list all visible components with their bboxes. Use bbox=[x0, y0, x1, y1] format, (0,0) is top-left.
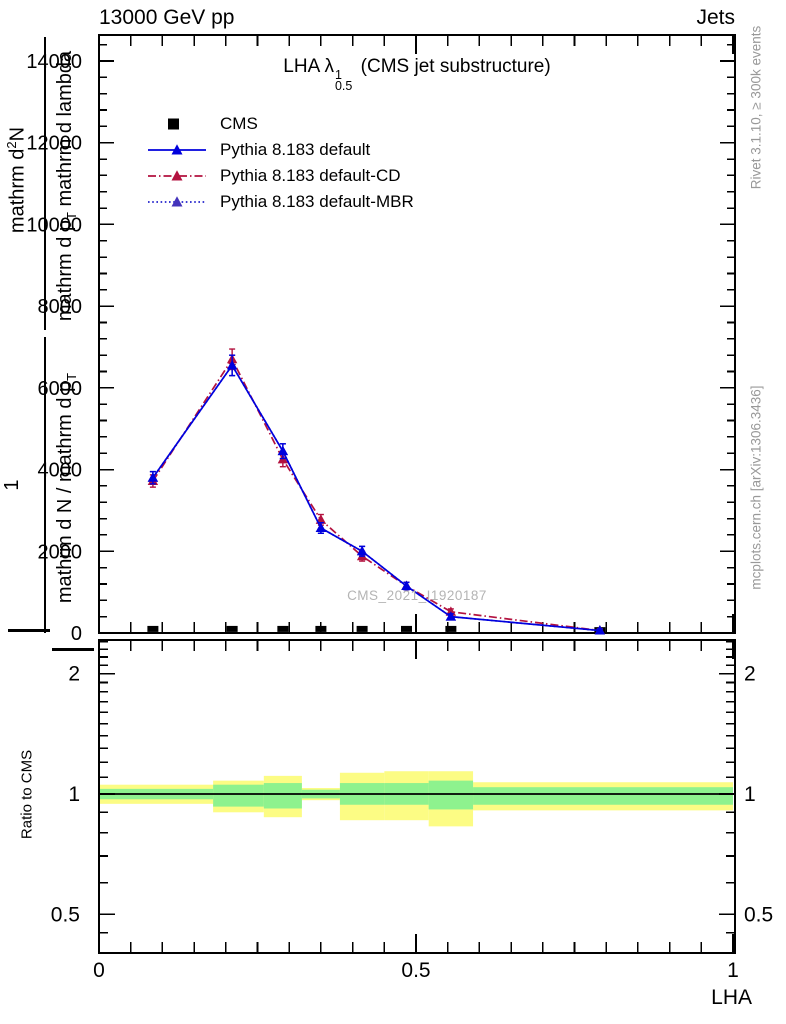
tick-label: 12000 bbox=[26, 133, 82, 155]
cms-data-marker bbox=[315, 625, 327, 632]
ylabel-fraction-bar-upper bbox=[44, 37, 46, 330]
tick-label: 8000 bbox=[38, 296, 83, 318]
main-y-axis: 0 2000 4000 6000 8000 10000 12000 14000 bbox=[26, 43, 734, 645]
tick-label: 2000 bbox=[38, 541, 83, 563]
y-axis-label-numerator-2: mathrm d2N bbox=[4, 100, 29, 260]
ylabel-fraction-bar-artifact-2 bbox=[52, 648, 94, 651]
triangle-marker bbox=[315, 522, 327, 532]
y-axis-label-denominator-2: mathrm d pT mathrm d lambda bbox=[54, 36, 79, 336]
ratio-bands bbox=[99, 771, 733, 827]
ratio-y-axis: 0.5 0.5 1 1 2 2 bbox=[51, 641, 773, 934]
ylabel-den1-text: mathrm d N / mathrm d p bbox=[54, 380, 76, 604]
triangle-marker bbox=[226, 359, 238, 370]
ylabel-num2-text: mathrm d bbox=[6, 148, 29, 234]
legend-label-default: Pythia 8.183 default bbox=[220, 140, 371, 159]
tick-label: 0.5 bbox=[401, 959, 430, 982]
tick-label: 0.5 bbox=[51, 903, 80, 926]
ylabel-num2-superscript: 2 bbox=[4, 141, 19, 149]
legend-item-cms: CMS bbox=[146, 111, 414, 137]
rivet-version-note: Rivet 3.1.10, ≥ 300k events bbox=[748, 25, 764, 190]
legend-item-default-cd: Pythia 8.183 default-CD bbox=[146, 163, 414, 189]
ylabel-den2-subscript: T bbox=[64, 212, 79, 220]
triangle-marker bbox=[277, 445, 289, 456]
header-row: 13000 GeV pp Jets bbox=[99, 6, 735, 30]
cms-data-marker bbox=[445, 625, 457, 632]
ratio-axis-label: Ratio to CMS bbox=[18, 749, 36, 840]
blue-triangle-line-icon bbox=[146, 140, 208, 160]
cms-data-marker bbox=[277, 625, 289, 632]
beam-energy-label: 13000 GeV pp bbox=[99, 6, 235, 29]
ylabel-den2-text2: mathrm d lambda bbox=[54, 50, 76, 213]
triangle-marker bbox=[356, 545, 368, 556]
ylabel-den2-text: mathrm d p bbox=[54, 219, 76, 322]
violet-triangle-dotted-icon bbox=[146, 192, 208, 212]
x-tick-labels: 0 0.5 1 bbox=[93, 959, 739, 982]
legend: CMS Pythia 8.183 default Pythia 8.183 de… bbox=[146, 111, 414, 215]
plot-title-supsub: 1 0.5 bbox=[334, 68, 353, 93]
tick-label: 0 bbox=[71, 623, 82, 645]
cms-data-marker bbox=[400, 625, 412, 632]
plot-title-sub: 0.5 bbox=[334, 79, 353, 93]
ratio-band-green bbox=[428, 780, 474, 810]
tick-label: 10000 bbox=[26, 214, 82, 236]
legend-label-default-mbr: Pythia 8.183 default-MBR bbox=[220, 192, 414, 211]
triangle-marker bbox=[147, 472, 159, 482]
tick-label: 1 bbox=[68, 783, 80, 806]
red-triangle-dashdot-icon bbox=[146, 166, 208, 186]
plot-title-sup: 1 bbox=[334, 68, 342, 82]
ylabel-fraction-bar-artifact-1 bbox=[8, 629, 50, 632]
tick-label: 1 bbox=[727, 959, 739, 982]
tick-label: 1 bbox=[744, 783, 756, 806]
cms-data-marker bbox=[226, 625, 238, 632]
mcplots-arxiv-note: mcplots.cern.ch [arXiv:1306.3436] bbox=[748, 385, 764, 590]
triangle-marker bbox=[401, 580, 412, 591]
cms-data-marker bbox=[147, 625, 159, 632]
ratio-band-green bbox=[213, 784, 264, 807]
tick-label: 14000 bbox=[26, 51, 82, 73]
plot-title-suffix: (CMS jet substructure) bbox=[360, 56, 551, 77]
series-pythia-8-183-default bbox=[147, 354, 606, 635]
triangle-marker bbox=[445, 611, 457, 621]
tick-label: 2 bbox=[744, 663, 756, 686]
tick-label: 0 bbox=[93, 959, 105, 982]
legend-item-default: Pythia 8.183 default bbox=[146, 137, 414, 163]
plot-title-prefix: LHA λ bbox=[283, 56, 334, 77]
y-axis-label-numerator-1: 1 bbox=[1, 479, 23, 491]
ylabel-den1-subscript: T bbox=[64, 372, 79, 381]
mc-curve bbox=[152, 363, 600, 632]
legend-triangle bbox=[171, 196, 183, 207]
legend-label-default-cd: Pythia 8.183 default-CD bbox=[220, 166, 401, 185]
main-panel-frame bbox=[98, 34, 736, 634]
tick-label: 4000 bbox=[38, 460, 83, 482]
cms-data-marker bbox=[356, 625, 368, 632]
analysis-group-label: Jets bbox=[696, 6, 735, 29]
plot-title: LHA λ 1 0.5 (CMS jet substructure) bbox=[99, 56, 735, 92]
ylabel-fraction-bar-lower bbox=[44, 337, 46, 633]
ratio-panel-frame bbox=[98, 639, 736, 954]
triangle-marker bbox=[594, 625, 606, 635]
analysis-id-watermark: CMS_2021_I1920187 bbox=[347, 588, 487, 603]
legend-square bbox=[168, 118, 179, 130]
ylabel-num2-text2: N bbox=[6, 126, 29, 142]
y-axis-label-denominator-1: mathrm d N / mathrm d pT bbox=[54, 338, 79, 638]
cms-square-marker-icon bbox=[146, 114, 208, 134]
tick-label: 6000 bbox=[38, 378, 83, 400]
tick-label: 0.5 bbox=[744, 903, 773, 926]
tick-label: 2 bbox=[68, 663, 80, 686]
x-axis-label: LHA bbox=[711, 986, 752, 1009]
legend-label-cms: CMS bbox=[220, 114, 258, 133]
ratio-band-green bbox=[263, 783, 302, 809]
legend-item-default-mbr: Pythia 8.183 default-MBR bbox=[146, 189, 414, 215]
ratio-band-green bbox=[473, 787, 733, 805]
legend-triangle bbox=[171, 170, 183, 181]
legend-triangle bbox=[171, 144, 183, 155]
